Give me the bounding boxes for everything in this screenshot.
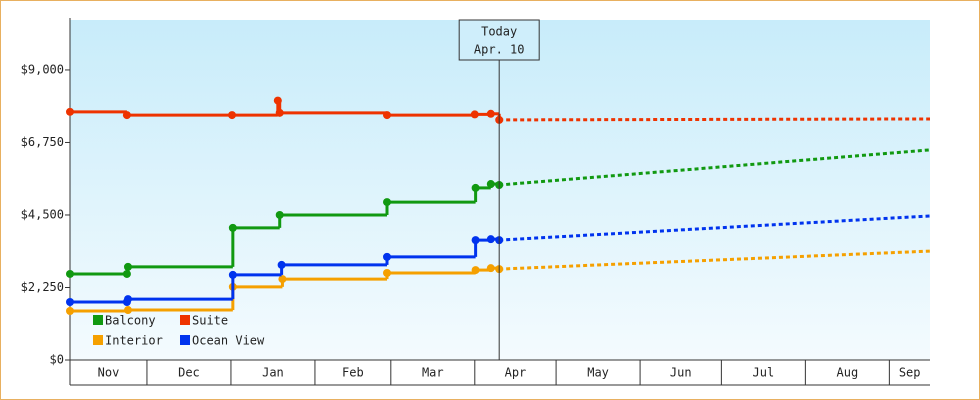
month-label: Feb bbox=[342, 366, 364, 380]
point bbox=[123, 306, 132, 315]
legend-label: Ocean View bbox=[192, 334, 265, 348]
month-label: May bbox=[587, 366, 609, 380]
month-label: Jul bbox=[753, 366, 775, 380]
forecast-line bbox=[499, 214, 931, 242]
month-label: Jun bbox=[670, 366, 692, 380]
forecast-line bbox=[499, 148, 931, 187]
legend-swatch bbox=[93, 335, 103, 345]
today-label: Apr. 10 bbox=[474, 43, 525, 57]
point bbox=[66, 269, 74, 278]
point bbox=[66, 307, 74, 316]
legend-label: Suite bbox=[192, 314, 228, 328]
point bbox=[383, 111, 392, 120]
legend-label: Balcony bbox=[105, 314, 156, 328]
point bbox=[278, 275, 287, 284]
point bbox=[122, 111, 131, 120]
y-tick-label: $6,750 bbox=[21, 135, 64, 149]
point bbox=[470, 110, 479, 119]
point bbox=[486, 180, 495, 189]
point bbox=[123, 295, 132, 304]
forecast-line bbox=[499, 117, 931, 122]
point bbox=[123, 262, 132, 271]
y-tick-label: $4,500 bbox=[21, 207, 64, 221]
y-tick-label: $2,250 bbox=[21, 280, 64, 294]
point bbox=[486, 235, 495, 244]
today-title: Today bbox=[481, 25, 517, 39]
month-label: Nov bbox=[98, 366, 120, 380]
month-label: Dec bbox=[178, 366, 200, 380]
legend-swatch bbox=[180, 335, 190, 345]
point bbox=[471, 183, 480, 192]
month-label: Mar bbox=[422, 366, 444, 380]
point bbox=[275, 108, 284, 117]
point bbox=[273, 96, 282, 105]
point bbox=[66, 107, 74, 116]
point bbox=[228, 111, 237, 120]
point bbox=[486, 264, 495, 273]
month-label: Apr bbox=[505, 366, 527, 380]
month-label: Jan bbox=[262, 366, 284, 380]
point bbox=[486, 109, 495, 118]
point bbox=[471, 236, 480, 245]
month-label: Sep bbox=[899, 366, 921, 380]
y-tick-label: $9,000 bbox=[21, 62, 64, 76]
forecast-line bbox=[499, 249, 931, 271]
point bbox=[471, 266, 480, 275]
point bbox=[228, 223, 237, 232]
month-label: Aug bbox=[837, 366, 859, 380]
legend-label: Interior bbox=[105, 334, 163, 348]
y-tick-label: $0 bbox=[50, 353, 64, 367]
today-box bbox=[458, 19, 540, 61]
point bbox=[383, 198, 392, 207]
legend-swatch bbox=[180, 315, 190, 325]
plot-area bbox=[70, 20, 930, 360]
point bbox=[122, 269, 131, 278]
point bbox=[66, 297, 74, 306]
point bbox=[277, 260, 286, 269]
point bbox=[383, 268, 392, 277]
point bbox=[383, 252, 392, 261]
point bbox=[228, 270, 237, 279]
legend-swatch bbox=[93, 315, 103, 325]
point bbox=[275, 210, 284, 219]
